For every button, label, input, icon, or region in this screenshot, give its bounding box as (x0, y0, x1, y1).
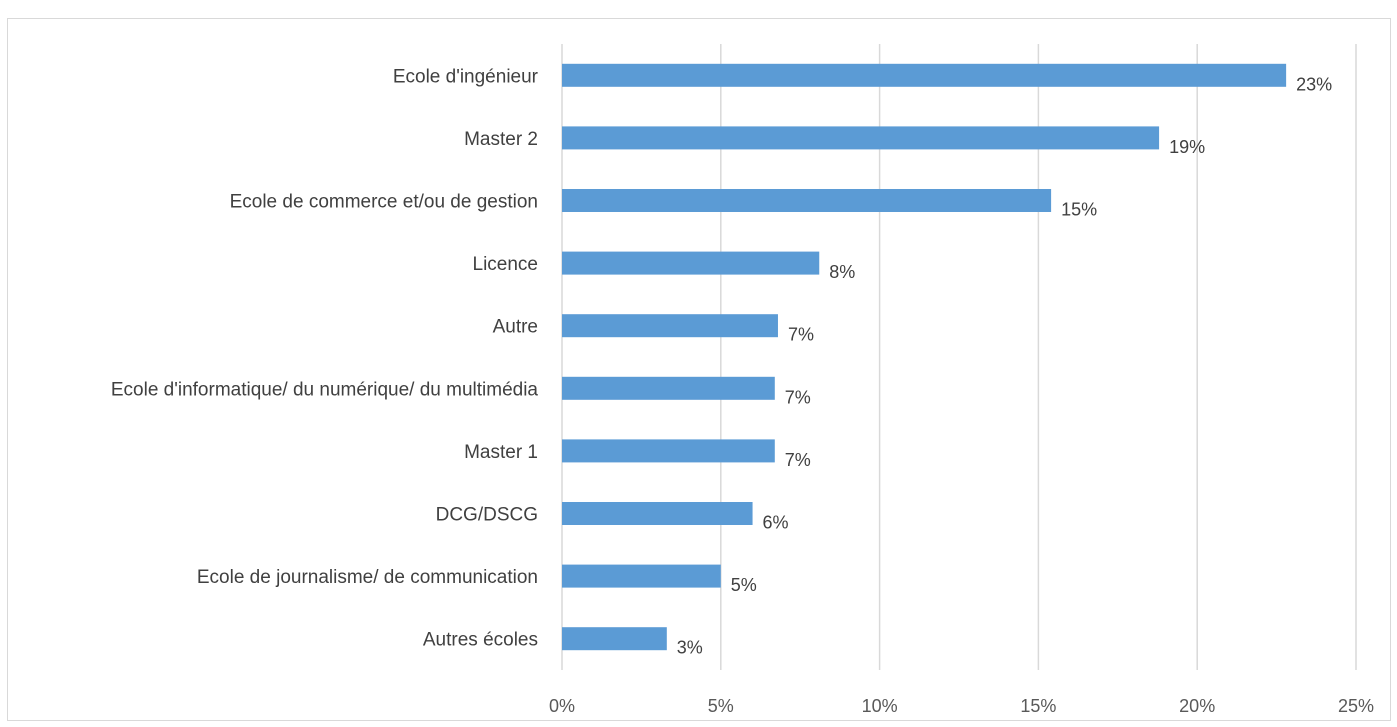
value-label: 7% (785, 450, 811, 470)
value-label: 7% (788, 325, 814, 345)
value-label: 7% (785, 387, 811, 407)
bar (562, 189, 1052, 212)
x-tick-label: 10% (862, 696, 898, 716)
category-label: Master 1 (464, 442, 538, 463)
bar (562, 439, 775, 463)
category-label: Ecole de journalisme/ de communication (197, 567, 538, 588)
category-label: Autres écoles (423, 630, 538, 651)
value-label: 5% (731, 575, 757, 595)
x-tick-label: 20% (1179, 696, 1215, 716)
bars (562, 63, 1287, 651)
value-labels: 23% 19% 15% 8% 7% 7% 7% 6% 5% 3% (677, 74, 1332, 657)
category-label: DCG/DSCG (436, 505, 538, 526)
value-label: 6% (763, 513, 789, 533)
bar (562, 251, 820, 275)
bar (562, 627, 667, 651)
value-label: 23% (1296, 74, 1332, 94)
category-label: Ecole d'ingénieur (393, 66, 539, 87)
value-label: 3% (677, 638, 703, 658)
x-tick-label: 15% (1020, 696, 1056, 716)
category-labels: Ecole d'ingénieur Master 2 Ecole de commer… (111, 66, 539, 650)
bar (562, 126, 1160, 150)
category-label: Autre (493, 317, 538, 338)
x-tick-label: 5% (708, 696, 734, 716)
x-tick-label: 25% (1338, 696, 1374, 716)
category-label: Licence (473, 254, 539, 275)
bar (562, 376, 775, 400)
value-label: 15% (1061, 200, 1097, 220)
category-label: Master 2 (464, 129, 538, 150)
bar (562, 564, 721, 588)
value-label: 8% (829, 262, 855, 282)
x-tick-label: 0% (549, 696, 575, 716)
bar (562, 314, 778, 338)
value-label: 19% (1169, 137, 1205, 157)
bar (562, 63, 1287, 87)
x-axis-tick-labels: 0% 5% 10% 15% 20% 25% (549, 696, 1374, 716)
category-label: Ecole de commerce et/ou de gestion (230, 192, 538, 213)
bar (562, 502, 753, 525)
category-label: Ecole d'informatique/ du numérique/ du m… (111, 379, 539, 400)
